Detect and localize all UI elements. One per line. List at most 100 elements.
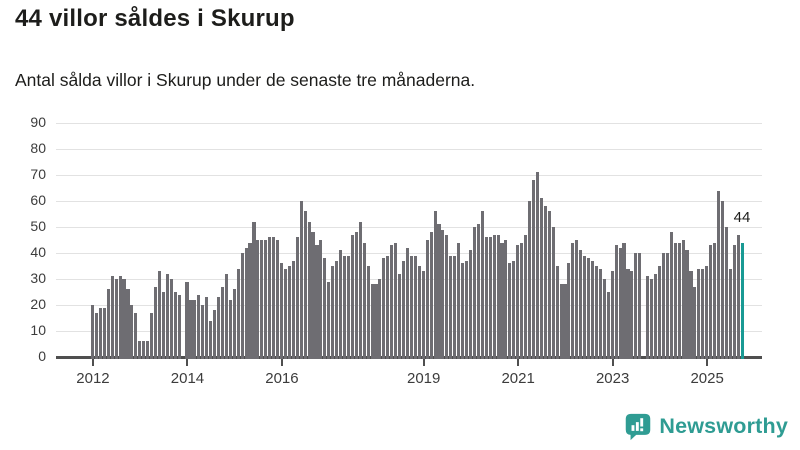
gridline-80: [56, 148, 762, 150]
highlighted-bar: [740, 242, 744, 359]
bar: [252, 221, 256, 359]
bar: [594, 266, 599, 359]
bar: [130, 305, 134, 359]
bar: [402, 260, 406, 359]
bar: [405, 247, 410, 359]
bar: [630, 271, 634, 359]
x-axis-label-2023: 2023: [595, 370, 630, 387]
bar: [189, 299, 193, 359]
bar: [626, 268, 630, 359]
bar: [567, 263, 571, 359]
bar: [98, 307, 102, 359]
bar: [315, 245, 319, 359]
bar: [677, 242, 681, 359]
bar: [224, 273, 228, 359]
gridline-50: [56, 226, 762, 228]
bar: [177, 294, 181, 359]
bar: [547, 211, 551, 359]
bar: [354, 232, 358, 359]
bar: [634, 253, 638, 359]
bar: [496, 234, 500, 359]
bar: [697, 268, 701, 359]
bar: [437, 224, 441, 359]
bar: [138, 341, 142, 359]
bar: [323, 258, 327, 359]
bar: [142, 341, 146, 359]
bar: [173, 292, 177, 359]
bar: [220, 286, 224, 359]
bar: [449, 255, 453, 359]
bar: [728, 268, 732, 359]
newsworthy-logo[interactable]: Newsworthy: [624, 412, 788, 441]
bar: [512, 260, 516, 359]
bar: [197, 294, 201, 359]
bar: [559, 284, 563, 359]
bar: [209, 320, 213, 359]
bar: [571, 242, 575, 359]
bar: [492, 234, 496, 359]
bar: [342, 255, 347, 359]
bar: [374, 284, 378, 359]
bar: [716, 190, 721, 359]
bar: [618, 247, 622, 359]
bar: [279, 263, 284, 359]
bar: [303, 211, 307, 359]
bar: [587, 258, 591, 359]
bar: [346, 255, 350, 359]
bar: [468, 250, 473, 359]
bar: [339, 250, 343, 359]
bar: [504, 240, 508, 359]
bar: [657, 266, 662, 359]
x-axis-tick-2021: [517, 359, 520, 366]
bar: [319, 240, 323, 359]
bar: [461, 263, 465, 359]
bar: [366, 266, 370, 359]
y-axis-label-40: 40: [30, 244, 46, 260]
bar: [610, 271, 614, 359]
newsworthy-chart-bubble-icon: [624, 412, 652, 441]
bar: [480, 211, 484, 359]
bar: [732, 245, 736, 359]
bar: [579, 250, 583, 359]
bar: [134, 312, 138, 359]
bar: [484, 237, 488, 359]
bar: [606, 292, 610, 359]
bar: [362, 242, 366, 359]
bar: [622, 242, 626, 359]
bar: [701, 268, 705, 359]
bar: [236, 268, 240, 359]
bar: [276, 240, 280, 359]
bar: [646, 276, 650, 359]
bar: [736, 234, 740, 359]
bar: [508, 263, 512, 359]
bar: [91, 305, 95, 359]
x-axis-label-2025: 2025: [690, 370, 724, 387]
bar: [307, 221, 311, 359]
bar: [724, 227, 728, 359]
gridline-60: [56, 200, 762, 202]
bar: [331, 266, 335, 359]
bar: [201, 305, 205, 359]
bar: [169, 279, 173, 359]
bar: [157, 271, 162, 359]
bar: [673, 242, 677, 359]
bar: [213, 310, 217, 359]
bar: [126, 289, 130, 359]
bar: [531, 180, 536, 359]
bar: [295, 237, 299, 359]
x-axis-tick-2025: [706, 359, 709, 366]
bar: [272, 237, 276, 359]
bar: [394, 242, 398, 359]
x-axis-label-2014: 2014: [170, 370, 205, 387]
bar: [146, 341, 150, 359]
bar: [441, 229, 445, 359]
x-axis-label-2012: 2012: [76, 370, 110, 387]
bar: [500, 242, 504, 359]
bar: [161, 292, 165, 359]
bar: [165, 273, 169, 359]
bar: [598, 268, 602, 359]
bar: [590, 260, 595, 359]
bar: [551, 227, 555, 359]
bar: [311, 232, 315, 359]
